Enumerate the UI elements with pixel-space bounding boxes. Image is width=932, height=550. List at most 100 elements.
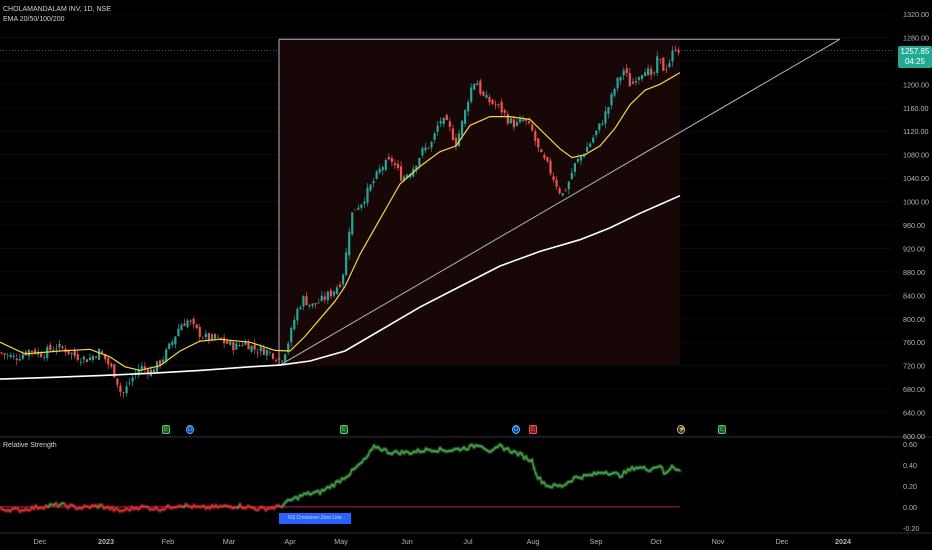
candle-body — [351, 212, 354, 235]
candle-body — [521, 119, 525, 121]
time-tick-label: 2023 — [98, 537, 114, 546]
candle-body — [418, 158, 421, 166]
rs-line-segment — [535, 473, 539, 480]
rs-panel-title[interactable]: Relative Strength — [3, 442, 57, 449]
candle-body — [543, 154, 546, 159]
candle-body — [433, 133, 436, 140]
candle-body — [531, 124, 534, 131]
candle-body — [628, 73, 631, 87]
candlestick-series[interactable] — [0, 45, 680, 398]
rs-axis[interactable]: -0.20 0.00 0.20 0.40 0.60 — [903, 440, 919, 533]
rs-line-segment — [35, 505, 39, 510]
news-icon[interactable]: ⚡ — [677, 425, 686, 434]
rs-line-segment — [319, 489, 323, 495]
candle-body — [622, 70, 625, 76]
candle-body — [113, 364, 116, 378]
ema-slow-line[interactable] — [0, 194, 681, 380]
price-axis[interactable]: 600.00 640.00 680.00 720.00 760.00 800.00 840.… — [903, 10, 929, 441]
candle-body — [506, 113, 509, 124]
rs-line-segment — [237, 503, 241, 509]
candle-body — [570, 172, 573, 180]
candle-body — [131, 377, 134, 382]
rs-line-segment — [669, 465, 673, 470]
candle-body — [302, 296, 305, 307]
candle-body — [601, 123, 604, 125]
symbol-title[interactable]: CHOLAMANDALAM INV, 1D, NSE — [3, 6, 111, 13]
earnings-icon[interactable]: E — [340, 425, 348, 434]
time-tick-label: Dec — [34, 537, 47, 546]
rs-line-segment — [43, 504, 47, 510]
rs-line-segment — [111, 506, 115, 512]
time-tick-label: Aug — [527, 537, 540, 546]
price-tick-label: 920.00 — [903, 244, 925, 253]
candle-body — [546, 156, 549, 162]
candle-body — [613, 88, 616, 96]
rs-crossover-tag[interactable]: RS Crossover Zero Line — [279, 513, 351, 524]
time-axis[interactable]: Dec 2023 Feb Mar Apr May Jun Jul Aug Sep Oct Nov Dec… — [34, 537, 851, 546]
rs-line-segment — [631, 466, 635, 471]
price-tick-label: 960.00 — [903, 221, 925, 230]
candle-body — [177, 328, 180, 337]
candle-body — [476, 83, 479, 86]
dividend-icon[interactable]: D — [512, 425, 520, 434]
rs-line-segment — [661, 466, 665, 475]
candle-body — [213, 334, 217, 339]
rs-line-segment — [531, 459, 535, 469]
candle-body — [192, 318, 195, 324]
candle-body — [381, 166, 384, 171]
rs-line-segment — [97, 504, 101, 509]
split-icon[interactable]: E — [529, 425, 537, 434]
rs-line-segment — [329, 484, 333, 489]
rs-line-segment — [521, 453, 525, 460]
last-price-badge: 1257.85 04:25 — [898, 46, 932, 68]
indicator-legend[interactable]: EMA 20/50/100/200 — [3, 16, 65, 23]
candle-body — [18, 358, 21, 361]
candle-body — [308, 304, 311, 307]
candle-body — [299, 307, 302, 310]
candle-body — [73, 350, 76, 356]
candle-body — [40, 353, 43, 358]
price-tick-label: 1120.00 — [903, 127, 928, 136]
price-tick-label: 1000.00 — [903, 198, 929, 207]
price-tick-label: 600.00 — [903, 432, 925, 441]
candle-body — [643, 72, 647, 77]
rs-line-segment — [239, 503, 243, 509]
ema-fast-line[interactable] — [0, 72, 681, 372]
candle-body — [390, 158, 393, 163]
rs-line-segment — [399, 450, 403, 456]
rs-line-segment — [17, 508, 21, 513]
price-tick-label: 1040.00 — [903, 174, 929, 183]
candle-body — [183, 323, 186, 326]
candle-body — [582, 154, 586, 157]
candle-body — [610, 94, 613, 106]
earnings-icon[interactable]: E — [162, 425, 170, 434]
candle-body — [634, 81, 637, 83]
candle-body — [82, 356, 85, 360]
candle-body — [399, 166, 403, 181]
dividend-icon[interactable]: D — [186, 425, 194, 434]
candle-body — [372, 181, 375, 184]
last-price-value: 1257.85 — [900, 47, 930, 56]
candle-body — [445, 114, 448, 121]
candle-body — [589, 143, 592, 147]
candle-body — [305, 296, 308, 305]
candle-body — [143, 366, 146, 369]
candle-body — [165, 349, 168, 362]
rs-line-segment — [677, 469, 681, 472]
candle-body — [323, 296, 326, 300]
candle-body — [500, 101, 503, 113]
time-tick-label: Oct — [650, 537, 661, 546]
candle-body — [357, 207, 360, 210]
time-tick-label: Sep — [590, 537, 603, 546]
candle-body — [387, 157, 390, 160]
candle-body — [281, 360, 284, 362]
candle-body — [647, 68, 650, 76]
candle-body — [265, 350, 268, 356]
earnings-icon[interactable]: E — [718, 425, 726, 434]
rs-tick-label: -0.20 — [903, 524, 919, 533]
rs-line-segment — [543, 481, 547, 487]
rs-tick-label: 0.60 — [903, 440, 917, 449]
price-tick-label: 1080.00 — [903, 151, 929, 160]
candle-body — [659, 59, 662, 60]
candle-body — [482, 91, 485, 96]
